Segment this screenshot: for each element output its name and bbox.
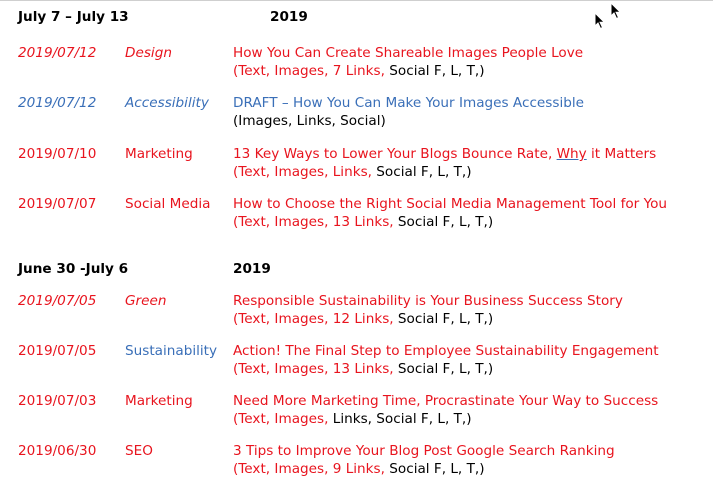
entry-category: Social Media — [125, 196, 211, 212]
week-year: 2019 — [270, 9, 308, 25]
entry-meta: (Text, Images, 13 Links, Social F, L, T,… — [233, 214, 493, 230]
entry-meta-red: (Text, Images, 7 Links, — [233, 63, 385, 79]
entry-title-link[interactable]: Need More Marketing Time, Procrastinate … — [233, 393, 659, 409]
week-label: June 30 -July 6 — [18, 261, 129, 277]
entry-date: 2019/06/30 — [18, 443, 97, 459]
entry-meta: (Text, Images, 13 Links, Social F, L, T,… — [233, 361, 493, 377]
entry-meta: (Text, Images, 9 Links, Social F, L, T,) — [233, 461, 485, 477]
list-item: 2019/07/12 Accessibility DRAFT – How You… — [0, 95, 713, 135]
week-header: July 7 – July 13 2019 — [18, 9, 308, 25]
week-year: 2019 — [233, 261, 271, 277]
entry-meta-black: (Images, Links, Social) — [233, 113, 386, 129]
list-item: 2019/07/12 Design How You Can Create Sha… — [0, 45, 713, 85]
entry-date: 2019/07/12 — [18, 45, 97, 61]
entry-category: Accessibility — [125, 95, 209, 111]
entry-category: Marketing — [125, 393, 193, 409]
week-label: July 7 – July 13 — [18, 9, 129, 25]
entry-meta-red: (Text, Images, — [233, 411, 329, 427]
mouse-pointer-icon — [610, 2, 622, 20]
entry-meta-black: Social F, L, T,) — [384, 63, 485, 79]
entry-category: SEO — [125, 443, 153, 459]
entry-meta: (Text, Images, Links, Social F, L, T,) — [233, 411, 472, 427]
entry-title-part: it Matters — [586, 146, 657, 162]
week-header: June 30 -July 6 2019 — [18, 261, 271, 277]
entry-meta-black: Links, Social F, L, T,) — [328, 411, 472, 427]
list-item: 2019/07/05 Green Responsible Sustainabil… — [0, 293, 713, 333]
entry-meta: (Text, Images, 12 Links, Social F, L, T,… — [233, 311, 493, 327]
entry-meta-red: (Text, Images, 9 Links, — [233, 461, 385, 477]
entry-title-part: 13 Key Ways to Lower Your Blogs Bounce R… — [233, 146, 557, 162]
entry-title-link[interactable]: 3 Tips to Improve Your Blog Post Google … — [233, 443, 615, 459]
entry-category: Design — [125, 45, 172, 61]
entry-date: 2019/07/05 — [18, 293, 97, 309]
entry-title-link[interactable]: 13 Key Ways to Lower Your Blogs Bounce R… — [233, 146, 656, 162]
entry-meta-red: (Text, Images, 13 Links, — [233, 214, 394, 230]
entry-meta-black: Social F, L, T,) — [393, 361, 494, 377]
list-item: 2019/07/05 Sustainability Action! The Fi… — [0, 343, 713, 383]
list-item: 2019/07/03 Marketing Need More Marketing… — [0, 393, 713, 433]
entry-meta-red: (Text, Images, 13 Links, — [233, 361, 394, 377]
entry-meta-black: Social F, L, T,) — [384, 461, 485, 477]
entry-title-underlined-word: Why — [556, 146, 587, 162]
mouse-pointer-icon — [594, 12, 606, 30]
entry-date: 2019/07/05 — [18, 343, 97, 359]
entry-meta: (Text, Images, Links, Social F, L, T,) — [233, 164, 472, 180]
entry-category: Marketing — [125, 146, 193, 162]
entry-meta-black: Social F, L, T,) — [393, 311, 494, 327]
entry-category: Sustainability — [125, 343, 218, 359]
entry-category: Green — [125, 293, 167, 309]
entry-date: 2019/07/10 — [18, 146, 97, 162]
entry-meta-black: Social F, L, T,) — [371, 164, 472, 180]
entry-title-link[interactable]: Responsible Sustainability is Your Busin… — [233, 293, 623, 309]
entry-title-link[interactable]: DRAFT – How You Can Make Your Images Acc… — [233, 95, 584, 111]
entry-date: 2019/07/07 — [18, 196, 97, 212]
entry-meta-red: (Text, Images, 12 Links, — [233, 311, 394, 327]
entry-date: 2019/07/12 — [18, 95, 97, 111]
entry-meta: (Text, Images, 7 Links, Social F, L, T,) — [233, 63, 485, 79]
list-item: 2019/07/10 Marketing 13 Key Ways to Lowe… — [0, 146, 713, 186]
entry-date: 2019/07/03 — [18, 393, 97, 409]
entry-title-link[interactable]: How to Choose the Right Social Media Man… — [233, 196, 668, 212]
list-item: 2019/06/30 SEO 3 Tips to Improve Your Bl… — [0, 443, 713, 483]
entry-meta-red: (Text, Images, Links, — [233, 164, 372, 180]
entry-meta-black: Social F, L, T,) — [393, 214, 494, 230]
list-item: 2019/07/07 Social Media How to Choose th… — [0, 196, 713, 236]
entry-title-link[interactable]: How You Can Create Shareable Images Peop… — [233, 45, 584, 61]
entry-title-link[interactable]: Action! The Final Step to Employee Susta… — [233, 343, 659, 359]
top-divider — [0, 0, 713, 1]
